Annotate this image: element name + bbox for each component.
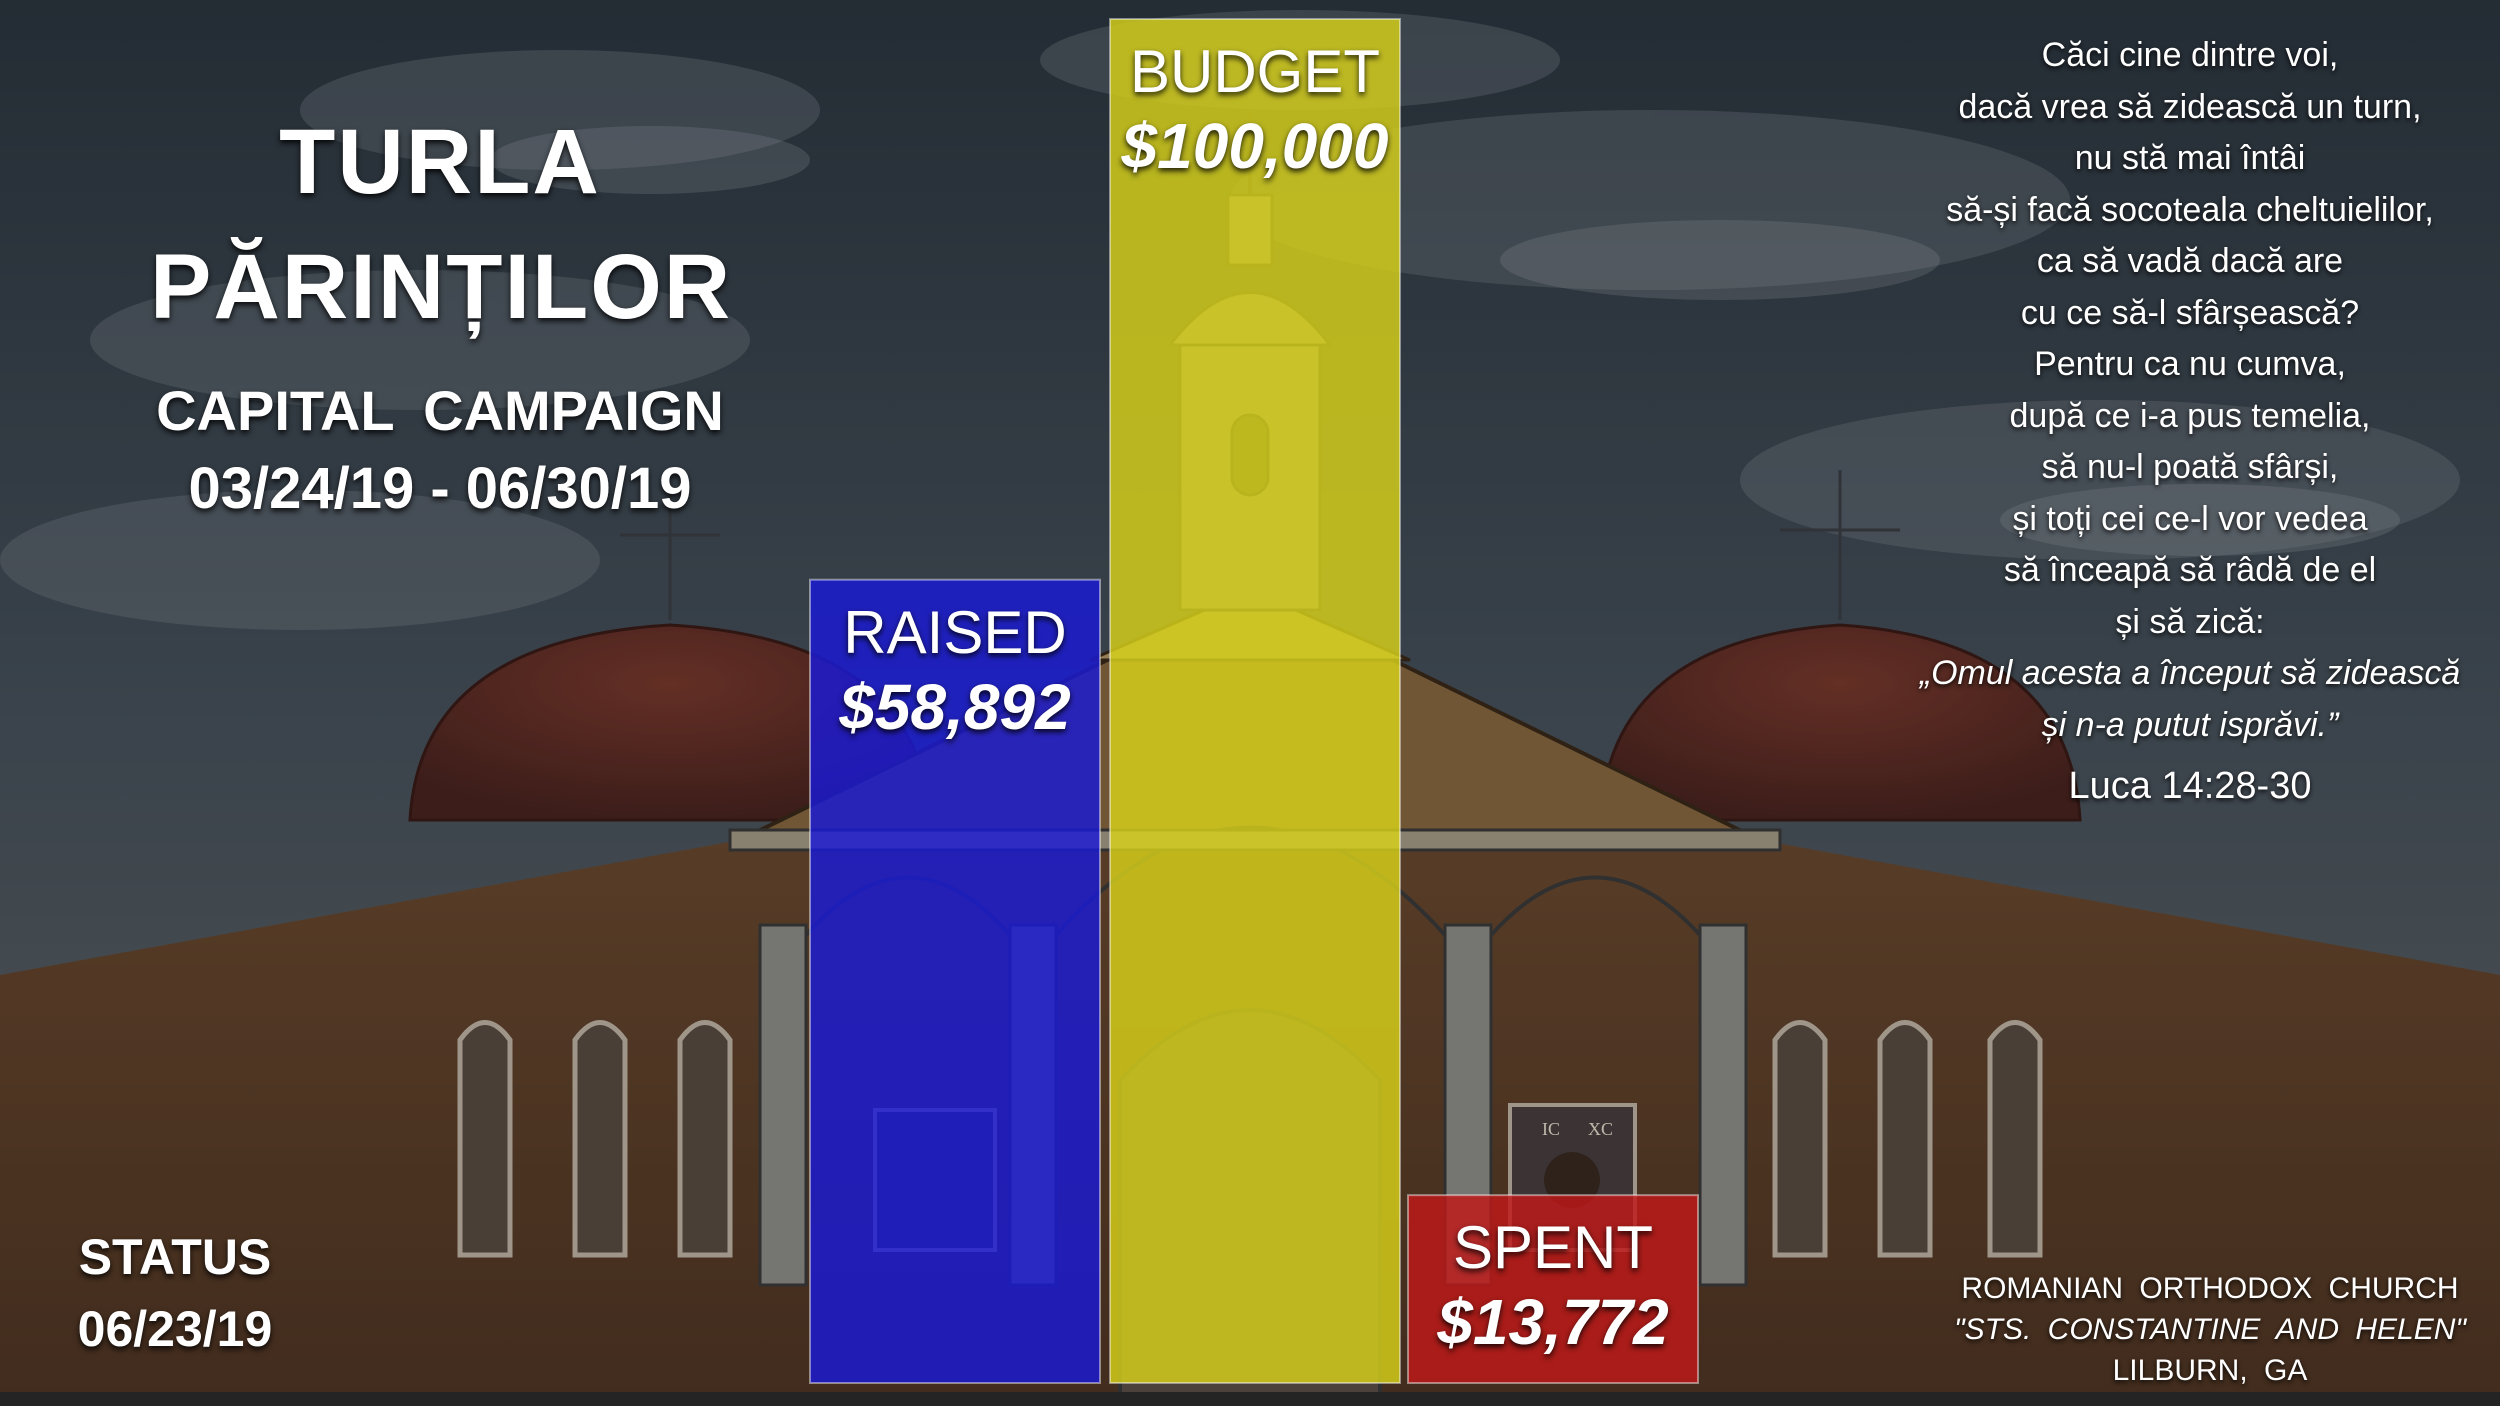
verse-line: și să zică: bbox=[2115, 602, 2265, 641]
icon-right-label: XC bbox=[1588, 1119, 1613, 1139]
verse-line: și toți cei ce-l vor vedea bbox=[2012, 499, 2368, 538]
church-line-3: LILBURN, GA bbox=[2112, 1354, 2308, 1387]
verse-line: dacă vrea să zidească un turn, bbox=[1958, 87, 2422, 126]
verse-line: cu ce să-l sfârșească? bbox=[2020, 293, 2360, 332]
verse-line: Căci cine dintre voi, bbox=[2041, 36, 2339, 74]
campaign-subtitle: CAPITAL CAMPAIGN bbox=[156, 379, 724, 442]
verse-reference: Luca 14:28-30 bbox=[2068, 765, 2312, 807]
verse-quote-line: și n-a putut isprăvi.” bbox=[2041, 705, 2339, 744]
campaign-date-range: 03/24/19 - 06/30/19 bbox=[188, 456, 692, 521]
verse-line: după ce i-a pus temelia, bbox=[2009, 396, 2371, 435]
bar-value-label: $13,772 bbox=[1437, 1286, 1669, 1359]
verse-quote-line: „Omul acesta a început să zidească bbox=[1919, 654, 2461, 692]
bar-value-label: $58,892 bbox=[839, 670, 1071, 743]
bar-value-label: $100,000 bbox=[1121, 110, 1389, 182]
verse-line: să nu-l poată sfârși, bbox=[2041, 448, 2339, 486]
verse-line: ca să vadă dacă are bbox=[2036, 242, 2344, 280]
bar-category-label: RAISED bbox=[843, 598, 1067, 666]
bar-budget bbox=[1109, 18, 1401, 1384]
bar-spent bbox=[1407, 1194, 1699, 1384]
verse-line: Pentru ca nu cumva, bbox=[2034, 345, 2346, 383]
icon-left-label: IC bbox=[1542, 1119, 1560, 1139]
verse-line: să-și facă socoteala cheltuielilor, bbox=[1946, 190, 2434, 229]
bar-category-label: BUDGET bbox=[1129, 38, 1381, 105]
bar-raised bbox=[809, 578, 1101, 1384]
verse-line: să înceapă să râdă de el bbox=[2003, 551, 2377, 589]
scripture-verse: Căci cine dintre voi, dacă vrea să zidea… bbox=[1880, 30, 2500, 751]
church-line-1: ROMANIAN ORTHODOX CHURCH bbox=[1961, 1272, 2459, 1305]
church-line-2: "STS. CONSTANTINE AND HELEN" bbox=[1953, 1313, 2467, 1346]
title-line-1: TURLA bbox=[279, 111, 601, 213]
church-name-block: ROMANIAN ORTHODOX CHURCH "STS. CONSTANTI… bbox=[1930, 1268, 2490, 1391]
title-line-2: PĂRINȚILOR bbox=[150, 236, 733, 338]
bar-category-label: SPENT bbox=[1452, 1214, 1654, 1282]
verse-line: nu stă mai întâi bbox=[2074, 139, 2306, 177]
bar-chart bbox=[809, 18, 1699, 1384]
status-date: 06/23/19 bbox=[77, 1301, 273, 1357]
status-label: STATUS bbox=[78, 1229, 272, 1285]
